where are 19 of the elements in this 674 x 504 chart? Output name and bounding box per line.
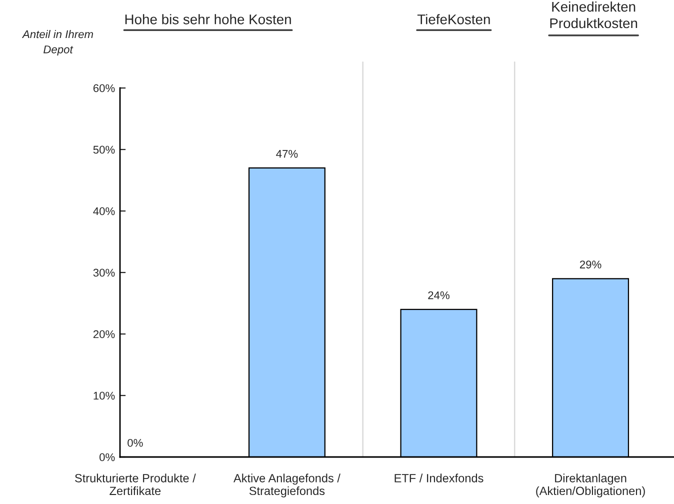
text: TiefeKosten — [417, 14, 490, 24]
x-tick-label: Strukturierte Produkte / Zertifikate — [75, 474, 196, 496]
text: Keinedirekten Produktkosten — [550, 2, 638, 28]
text: Hohe bis sehr hohe Kosten — [125, 14, 291, 24]
y-tick-label: 10% — [94, 392, 115, 400]
y-tick-label: 20% — [93, 330, 115, 338]
y-tick-label: 60% — [93, 84, 115, 92]
data-label: 24% — [428, 291, 450, 300]
x-tick-label: ETF / Indexfonds — [394, 474, 484, 482]
y-axis-title: Anteil in Ihrem Depot — [22, 30, 93, 56]
y-tick-label: 0% — [100, 453, 115, 462]
data-label: 47% — [276, 150, 298, 158]
x-tick-label: Aktive Anlagefonds / Strategiefonds — [233, 474, 340, 498]
data-label: 29% — [580, 260, 602, 268]
y-tick-label: 40% — [93, 207, 115, 216]
y-tick-label: 50% — [93, 146, 115, 154]
data-label: 0% — [128, 438, 143, 447]
x-tick-label: Direktanlagen (Aktien/Obligationen) — [536, 474, 645, 498]
y-tick-label: 30% — [93, 268, 115, 277]
